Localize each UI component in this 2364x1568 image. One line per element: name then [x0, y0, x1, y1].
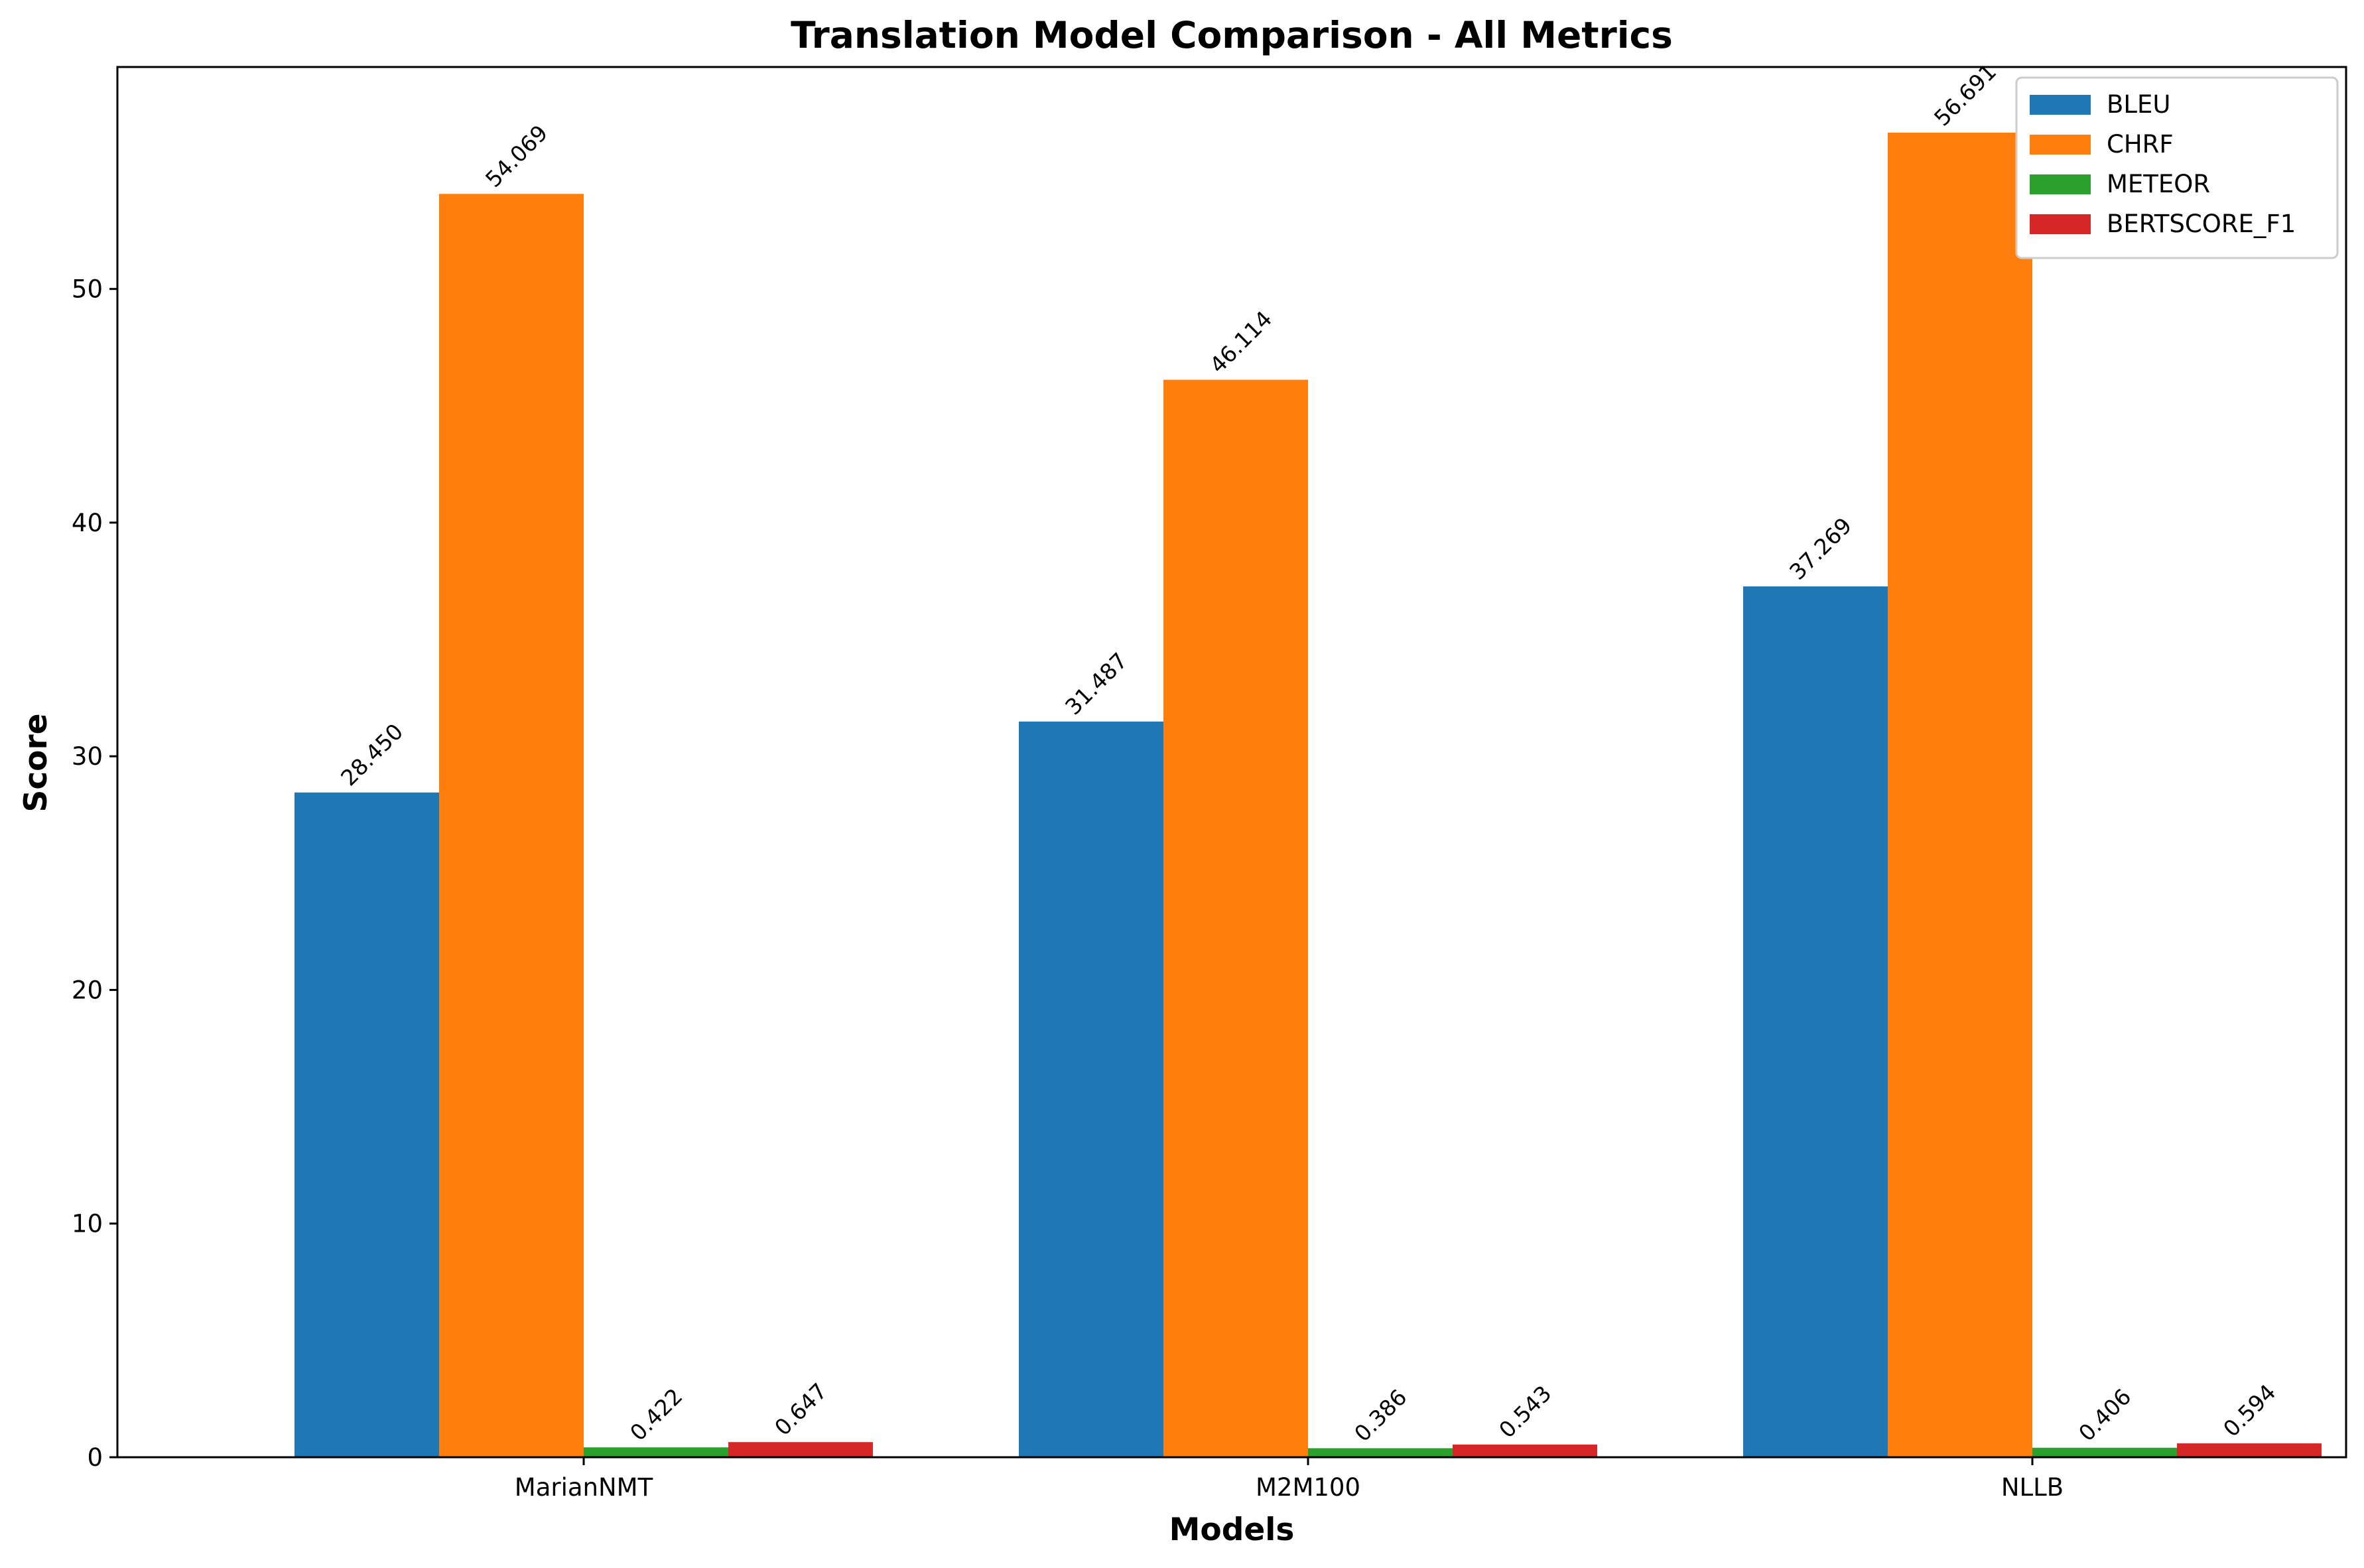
legend-swatch-chrf	[2030, 135, 2091, 155]
bar-chrf-mariannmt	[439, 194, 584, 1457]
plot-frame	[116, 66, 2347, 1459]
bars-layer	[295, 132, 2322, 1458]
y-tick-label: 20	[72, 976, 103, 1004]
legend-swatch-bertscore-f1	[2030, 214, 2091, 234]
bar-meteor-mariannmt	[584, 1447, 728, 1457]
bar-bertscore-f1-m2m100	[1453, 1444, 1597, 1457]
legend-swatch-bleu	[2030, 95, 2091, 115]
legend-label-bleu: BLEU	[2107, 90, 2170, 119]
bar-bertscore-f1-mariannmt	[728, 1442, 873, 1457]
x-tick-label-nllb: NLLB	[2001, 1473, 2064, 1502]
legend-label-meteor: METEOR	[2107, 170, 2210, 198]
bar-chrf-nllb	[1888, 132, 2032, 1457]
legend-label-bertscore-f1: BERTSCORE_F1	[2107, 210, 2296, 238]
y-tick-label: 30	[72, 742, 103, 771]
legend-swatch-meteor	[2030, 174, 2091, 194]
bar-bleu-mariannmt	[295, 792, 439, 1457]
x-tick-label-m2m100: M2M100	[1256, 1473, 1360, 1502]
y-tick-label: 40	[72, 509, 103, 537]
legend-label-chrf: CHRF	[2107, 130, 2174, 159]
axes-layer: 0 10 20 30 40 50 MarianNMT M2M100 NLLB	[72, 275, 2064, 1502]
legend-items: BLEU CHRF METEOR BERTSCORE_F1	[2030, 90, 2296, 238]
legend: BLEU CHRF METEOR BERTSCORE_F1	[2015, 76, 2339, 259]
chart-title: Translation Model Comparison - All Metri…	[791, 14, 1673, 56]
bar-bertscore-f1-nllb	[2177, 1443, 2322, 1457]
y-axis-label: Score	[18, 713, 54, 812]
legend-frame	[2015, 76, 2339, 259]
y-tick-label: 50	[72, 275, 103, 304]
bar-chrf-m2m100	[1163, 379, 1308, 1458]
bar-bleu-m2m100	[1019, 721, 1163, 1457]
bar-meteor-nllb	[2032, 1447, 2177, 1457]
x-axis-label: Models	[1169, 1512, 1295, 1548]
y-tick-label: 0	[87, 1443, 103, 1472]
y-tick-label: 10	[72, 1210, 103, 1238]
x-tick-label-mariannmt: MarianNMT	[515, 1473, 653, 1502]
bar-bleu-nllb	[1743, 586, 1888, 1457]
bar-meteor-m2m100	[1308, 1448, 1453, 1457]
